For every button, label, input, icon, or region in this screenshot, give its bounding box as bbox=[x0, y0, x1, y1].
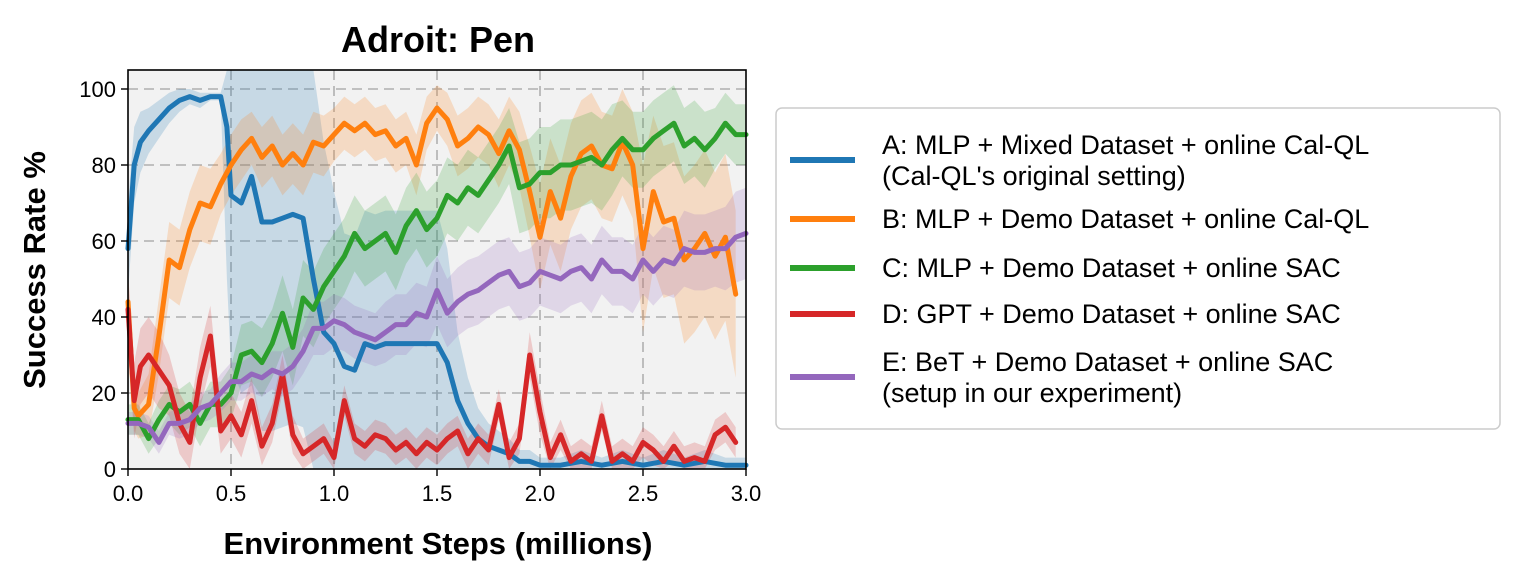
x-tick-label: 3.0 bbox=[731, 481, 762, 506]
x-tick-label: 2.5 bbox=[628, 481, 659, 506]
x-tick-label: 0.5 bbox=[216, 481, 247, 506]
y-axis-ticks: 0 20 40 60 80 100 bbox=[79, 77, 128, 482]
x-axis-ticks: 0.0 0.5 1.0 1.5 2.0 2.5 3.0 bbox=[113, 469, 762, 506]
legend-label-b: B: MLP + Demo Dataset + online Cal-QL bbox=[882, 204, 1369, 234]
y-tick-label: 60 bbox=[92, 229, 116, 254]
x-tick-label: 1.0 bbox=[319, 481, 350, 506]
legend-label-a-line2: (Cal-QL's original setting) bbox=[882, 161, 1186, 191]
y-tick-label: 100 bbox=[79, 77, 116, 102]
legend-box bbox=[775, 107, 1501, 430]
plot-area bbox=[125, 69, 749, 470]
series-band-a bbox=[128, 70, 746, 469]
x-axis-label: Environment Steps (millions) bbox=[224, 526, 653, 561]
y-tick-label: 40 bbox=[92, 305, 116, 330]
series-line-d bbox=[125, 306, 739, 464]
x-tick-label: 0.0 bbox=[113, 481, 144, 506]
series-line-a bbox=[125, 94, 749, 468]
series-line-e bbox=[125, 230, 749, 445]
legend-label-a: A: MLP + Mixed Dataset + online Cal-QL bbox=[882, 130, 1369, 160]
series-line-b bbox=[125, 105, 739, 419]
series-band-b bbox=[128, 85, 736, 439]
series-band-c bbox=[128, 85, 746, 454]
series-line-c bbox=[125, 120, 749, 442]
y-tick-label: 20 bbox=[92, 381, 116, 406]
legend-label-e-line2: (setup in our experiment) bbox=[882, 378, 1182, 408]
y-axis-label: Success Rate % bbox=[17, 151, 52, 389]
chart-title: Adroit: Pen bbox=[341, 19, 535, 60]
legend-label-e: E: BeT + Demo Dataset + online SAC bbox=[882, 347, 1333, 377]
series-lines bbox=[125, 94, 749, 468]
y-tick-label: 80 bbox=[92, 153, 116, 178]
legend: A: MLP + Mixed Dataset + online Cal-QL(C… bbox=[775, 107, 1501, 430]
x-tick-label: 2.0 bbox=[525, 481, 556, 506]
legend-label-d: D: GPT + Demo Dataset + online SAC bbox=[882, 299, 1341, 329]
y-tick-label: 0 bbox=[104, 457, 116, 482]
x-tick-label: 1.5 bbox=[422, 481, 453, 506]
legend-label-c: C: MLP + Demo Dataset + online SAC bbox=[882, 253, 1341, 283]
